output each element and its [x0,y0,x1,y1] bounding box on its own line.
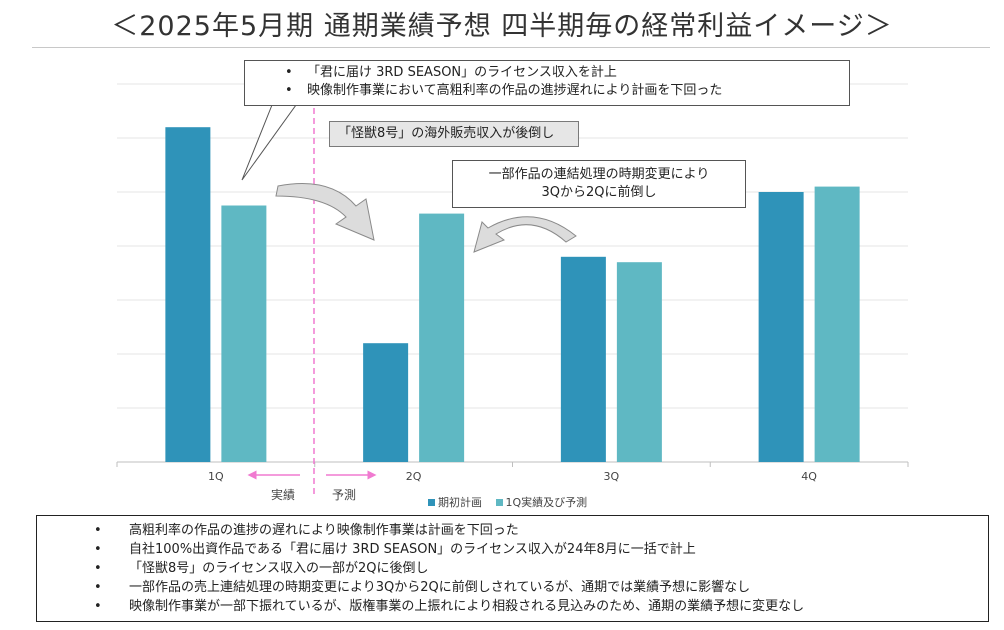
bar-forecast-1q [221,205,267,462]
period-label-actual: 実績 [271,488,296,502]
summary-box: • 高粗利率の作品の進捗の遅れにより映像制作事業は計画を下回った • 自社100%出… [36,515,989,622]
summary-text: 高粗利率の作品の進捗の遅れにより映像制作事業は計画を下回った [129,523,519,538]
x-tick-label: 2Q [406,470,422,483]
bar-plan-4q [758,192,804,462]
callout-1q-notes: • 「君に届け 3RD SEASON」のライセンス収入を計上 • 映像制作事業に… [244,60,850,106]
summary-item: • 一部作品の売上連結処理の時期変更により3Qから2Qに前倒しされているが、通期で… [94,578,988,597]
callout-kaiju: 「怪獣8号」の海外販売収入が後倒し [329,121,579,147]
bar-chart: 1Q 2Q 3Q 4Q [116,83,909,496]
kaiju-shift-arrow [275,183,375,241]
legend-swatch-plan [428,499,435,506]
bullet-icon: • [94,561,102,576]
bullet-icon: • [94,580,102,595]
callout-1q-row: • 「君に届け 3RD SEASON」のライセンス収入を計上 [285,64,849,82]
title-divider [32,47,990,48]
summary-item: • 高粗利率の作品の進捗の遅れにより映像制作事業は計画を下回った [94,521,988,540]
callout-shift-line: 一部作品の連結処理の時期変更により [488,167,710,182]
summary-item: • 映像制作事業が一部下振れているが、版権事業の上振れにより相殺される見込みのため… [94,597,988,616]
callout-1q-row: • 映像制作事業において高粗利率の作品の進捗遅れにより計画を下回った [285,82,849,100]
bullet-icon: • [94,542,102,557]
summary-text: 自社100%出資作品である「君に届け 3RD SEASON」のライセンス収入が2… [129,542,696,557]
bar-plan-2q [363,343,409,462]
bullet-icon: • [285,83,293,98]
bar-forecast-3q [616,262,662,462]
x-tick-label: 4Q [801,470,817,483]
callout-shift: 一部作品の連結処理の時期変更により 3Qから2Qに前倒し [452,160,746,208]
legend-swatch-forecast [495,499,503,506]
x-tick-label: 3Q [604,470,620,483]
chart-legend: 期初計画 1Q実績及び予測 [428,494,597,510]
bullet-icon: • [94,599,102,614]
bar-forecast-4q [814,186,860,462]
page-title: ＜2025年5月期 通期業績予想 四半期毎の経常利益イメージ＞ [111,11,893,42]
bullet-icon: • [94,523,102,538]
callout-1q-text: 映像制作事業において高粗利率の作品の進捗遅れにより計画を下回った [307,83,723,98]
legend-label-plan: 期初計画 [438,496,482,509]
bar-forecast-2q [419,213,465,462]
bullet-icon: • [285,65,293,80]
summary-text: 映像制作事業が一部下振れているが、版権事業の上振れにより相殺される見込みのため、… [129,599,805,614]
legend-item-plan: 期初計画 [428,494,482,510]
shift-forward-arrow [473,216,577,253]
legend-label-forecast: 1Q実績及び予測 [505,496,588,509]
summary-item: • 自社100%出資作品である「君に届け 3RD SEASON」のライセンス収入が… [94,540,988,559]
period-label-forecast: 予測 [332,488,357,502]
callout-shift-line: 3Qから2Qに前倒し [541,185,657,200]
summary-item: • 「怪獣8号」のライセンス収入の一部が2Qに後倒し [94,559,988,578]
callout-1q-text: 「君に届け 3RD SEASON」のライセンス収入を計上 [307,65,617,80]
summary-text: 一部作品の売上連結処理の時期変更により3Qから2Qに前倒しされているが、通期では… [129,580,751,595]
bar-plan-3q [560,256,606,462]
callout-pointer [241,104,297,181]
bar-plan-1q [165,127,211,462]
summary-text: 「怪獣8号」のライセンス収入の一部が2Qに後倒し [129,561,429,576]
x-tick-label: 1Q [208,470,224,483]
legend-item-forecast: 1Q実績及び予測 [495,494,588,510]
